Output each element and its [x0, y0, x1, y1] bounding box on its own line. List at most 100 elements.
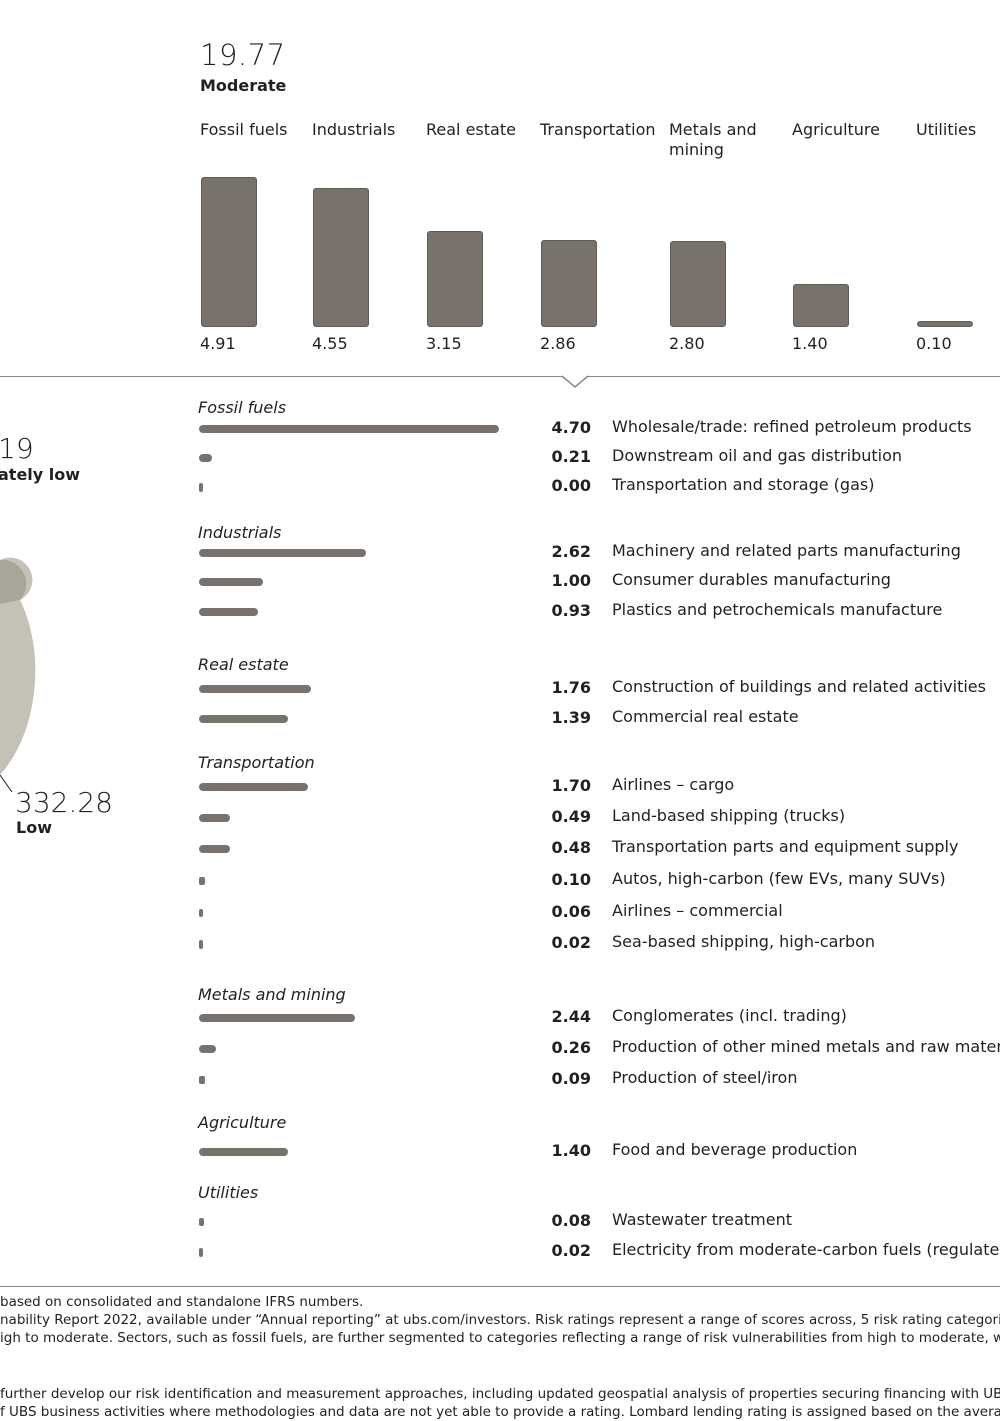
bar-metals-and-mining [670, 241, 726, 327]
footnote-line-4: further develop our risk identification … [0, 1386, 1000, 1402]
item-value-metals-and-mining-2: 0.09 [551, 1069, 591, 1088]
item-label-utilities-0: Wastewater treatment [612, 1210, 792, 1229]
item-label-industrials-0: Machinery and related parts manufacturin… [612, 541, 961, 560]
item-value-transportation-1: 0.49 [551, 807, 591, 826]
item-label-industrials-2: Plastics and petrochemicals manufacture [612, 600, 943, 619]
bar-real-estate [427, 231, 483, 327]
column-label-metals-and-mining: Metals and mining [669, 120, 757, 159]
item-value-utilities-1: 0.02 [551, 1241, 591, 1260]
item-label-transportation-0: Airlines – cargo [612, 775, 735, 794]
item-value-agriculture-0: 1.40 [551, 1141, 591, 1160]
column-label-real-estate: Real estate [426, 120, 516, 139]
column-label-industrials: Industrials [312, 120, 396, 139]
item-label-metals-and-mining-0: Conglomerates (incl. trading) [612, 1006, 847, 1025]
bar-value-transportation: 2.86 [540, 334, 576, 353]
total-value: 19.77 [200, 38, 286, 72]
bar-utilities [917, 321, 973, 327]
item-value-transportation-0: 1.70 [551, 776, 591, 795]
hbar-transportation-0 [199, 783, 308, 791]
item-label-fossil-fuels-1: Downstream oil and gas distribution [612, 446, 903, 465]
group-title-fossil-fuels: Fossil fuels [198, 398, 287, 417]
item-label-transportation-4: Airlines – commercial [612, 901, 783, 920]
item-label-transportation-2: Transportation parts and equipment suppl… [612, 837, 959, 856]
hbar-transportation-3 [199, 877, 205, 885]
hbar-industrials-0 [199, 549, 366, 557]
hbar-transportation-5 [199, 940, 203, 949]
footnote-line-2: nability Report 2022, available under “A… [0, 1312, 1000, 1328]
bar-industrials [313, 188, 369, 327]
bar-fossil-fuels [201, 177, 257, 327]
footnote-line-1: based on consolidated and standalone IFR… [0, 1294, 364, 1310]
item-value-metals-and-mining-1: 0.26 [551, 1038, 591, 1057]
item-label-real-estate-0: Construction of buildings and related ac… [612, 677, 986, 696]
column-label-fossil-fuels: Fossil fuels [200, 120, 288, 139]
item-value-transportation-5: 0.02 [551, 933, 591, 952]
item-label-industrials-1: Consumer durables manufacturing [612, 570, 891, 589]
item-label-metals-and-mining-1: Production of other mined metals and raw… [612, 1037, 1000, 1056]
group-title-transportation: Transportation [198, 753, 315, 772]
item-value-fossil-fuels-2: 0.00 [551, 476, 591, 495]
hbar-fossil-fuels-0 [199, 425, 499, 433]
footnote-line-5: f UBS business activities where methodol… [0, 1404, 1000, 1420]
column-label-agriculture: Agriculture [792, 120, 880, 139]
hbar-fossil-fuels-2 [199, 483, 203, 492]
item-label-transportation-3: Autos, high-carbon (few EVs, many SUVs) [612, 869, 946, 888]
hbar-industrials-1 [199, 578, 263, 586]
hbar-agriculture-0 [199, 1148, 288, 1156]
pie-moderately-low-rating: ately low [0, 465, 81, 484]
divider-notch [561, 375, 589, 388]
chart-divider [0, 376, 1000, 377]
group-title-industrials: Industrials [198, 523, 282, 542]
item-value-industrials-0: 2.62 [551, 542, 591, 561]
pie-low-value: 332.28 [15, 786, 113, 819]
hbar-industrials-2 [199, 608, 258, 616]
item-value-industrials-2: 0.93 [551, 601, 591, 620]
item-label-metals-and-mining-2: Production of steel/iron [612, 1068, 798, 1087]
bar-agriculture [793, 284, 849, 327]
bar-transportation [541, 240, 597, 327]
hbar-metals-and-mining-0 [199, 1014, 355, 1022]
pie-leader-line [0, 774, 13, 793]
column-label-transportation: Transportation [540, 120, 656, 139]
hbar-transportation-4 [199, 909, 203, 917]
item-label-fossil-fuels-2: Transportation and storage (gas) [612, 475, 875, 494]
hbar-fossil-fuels-1 [199, 454, 212, 462]
item-value-real-estate-1: 1.39 [551, 708, 591, 727]
item-value-industrials-1: 1.00 [551, 571, 591, 590]
hbar-utilities-1 [199, 1248, 203, 1257]
item-value-real-estate-0: 1.76 [551, 678, 591, 697]
item-value-transportation-4: 0.06 [551, 902, 591, 921]
pie-low-rating: Low [16, 818, 52, 837]
bar-value-fossil-fuels: 4.91 [200, 334, 236, 353]
group-title-metals-and-mining: Metals and mining [198, 985, 346, 1004]
bar-value-industrials: 4.55 [312, 334, 348, 353]
bar-value-metals-and-mining: 2.80 [669, 334, 705, 353]
group-title-utilities: Utilities [198, 1183, 259, 1202]
bar-value-agriculture: 1.40 [792, 334, 828, 353]
item-label-utilities-1: Electricity from moderate-carbon fuels (… [612, 1240, 1000, 1259]
item-value-fossil-fuels-1: 0.21 [551, 447, 591, 466]
item-label-transportation-1: Land-based shipping (trucks) [612, 806, 846, 825]
hbar-metals-and-mining-1 [199, 1045, 216, 1053]
item-label-real-estate-1: Commercial real estate [612, 707, 799, 726]
item-value-fossil-fuels-0: 4.70 [551, 418, 591, 437]
item-value-transportation-3: 0.10 [551, 870, 591, 889]
footnote-divider [0, 1286, 1000, 1287]
group-title-real-estate: Real estate [198, 655, 289, 674]
column-label-utilities: Utilities [916, 120, 977, 139]
item-value-metals-and-mining-0: 2.44 [551, 1007, 591, 1026]
item-label-transportation-5: Sea-based shipping, high-carbon [612, 932, 876, 951]
bar-value-utilities: 0.10 [916, 334, 952, 353]
hbar-metals-and-mining-2 [199, 1076, 205, 1084]
pie-slice-moderately-low [0, 559, 27, 604]
hbar-transportation-2 [199, 845, 230, 853]
bar-value-real-estate: 3.15 [426, 334, 462, 353]
footnote-line-3: igh to moderate. Sectors, such as fossil… [0, 1330, 1000, 1346]
item-label-agriculture-0: Food and beverage production [612, 1140, 858, 1159]
pie-slice-low [0, 557, 36, 775]
item-value-utilities-0: 0.08 [551, 1211, 591, 1230]
group-title-agriculture: Agriculture [198, 1113, 287, 1132]
pie-moderately-low-value: 19 [0, 432, 34, 465]
total-rating: Moderate [200, 76, 287, 95]
hbar-real-estate-0 [199, 685, 311, 693]
